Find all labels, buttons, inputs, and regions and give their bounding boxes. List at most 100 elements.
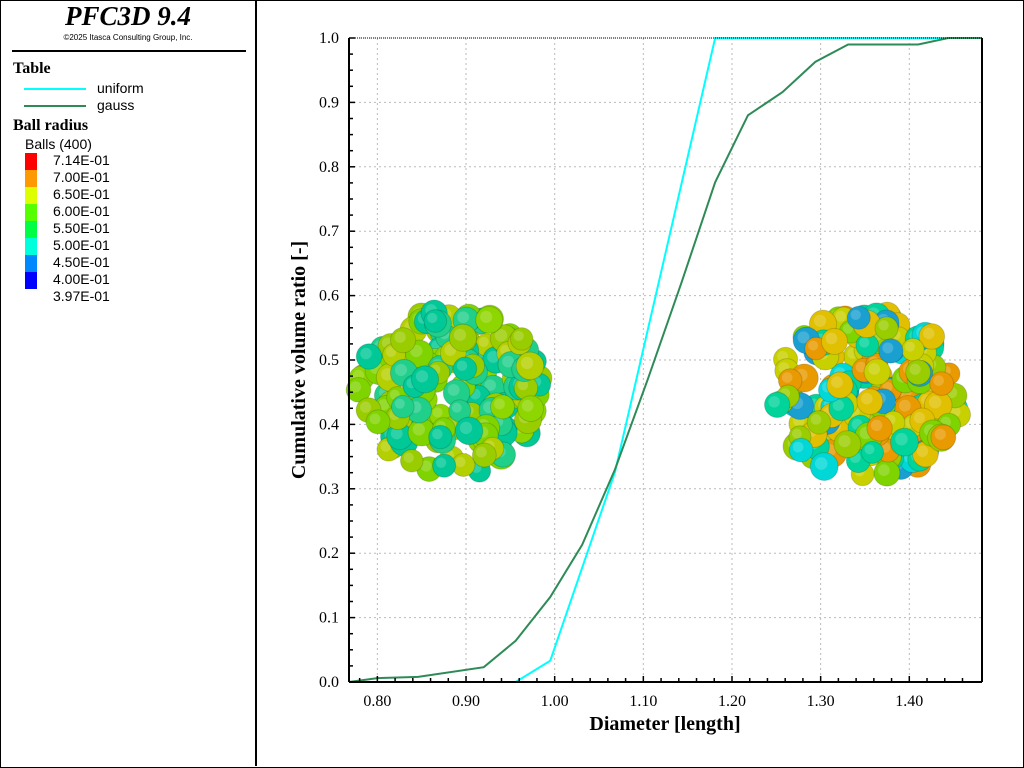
ball-highlight (877, 464, 890, 476)
ball (820, 327, 849, 356)
ball-highlight (895, 432, 908, 446)
colorbar-swatch (25, 221, 37, 238)
ball-highlight (521, 399, 534, 412)
ball-highlight (898, 399, 911, 412)
ball (806, 410, 832, 435)
ball-highlight (412, 423, 426, 436)
ball-highlight (861, 392, 873, 405)
ball-highlight (933, 375, 945, 386)
colorbar-label: 4.50E-01 (53, 254, 110, 270)
y-tick-label: 0.2 (319, 545, 339, 562)
ball-highlight (814, 457, 828, 470)
colorbar-label: 4.00E-01 (53, 271, 110, 287)
ball-highlight (456, 360, 468, 372)
ball (763, 391, 791, 418)
series-line-gauss (348, 37, 982, 683)
ball-highlight (459, 421, 473, 435)
colorbar-swatch (25, 204, 37, 221)
ball-highlight (378, 399, 390, 411)
ball (918, 323, 946, 350)
ball-highlight (394, 398, 405, 409)
ball-highlight (494, 329, 508, 342)
y-tick-label: 0.7 (319, 223, 339, 240)
legend-swatch-uniform (24, 88, 86, 90)
ball (905, 359, 932, 386)
ball-highlight (838, 435, 851, 448)
y-tick-label: 0.0 (319, 674, 339, 691)
ball-highlight (487, 350, 500, 363)
ball-highlight (403, 452, 414, 463)
copyright: ©2025 Itasca Consulting Group, Inc. (63, 33, 193, 42)
colorbar-label: 6.50E-01 (53, 186, 110, 202)
ball (929, 371, 955, 397)
y-tick-label: 0.3 (319, 481, 339, 498)
colorbar-label: 7.14E-01 (53, 152, 110, 168)
legend-label-uniform: uniform (97, 80, 144, 96)
ball-highlight (432, 407, 443, 418)
ball (788, 437, 814, 463)
x-tick-label: 1.00 (541, 693, 569, 710)
ball-highlight (380, 441, 391, 452)
ball-highlight (792, 441, 804, 453)
ball-highlight (420, 460, 432, 472)
ball-highlight (864, 444, 875, 455)
x-tick-label: 1.10 (629, 693, 657, 710)
ball (399, 448, 424, 473)
ball-highlight (390, 427, 403, 440)
ball-highlight (859, 337, 870, 348)
ball-highlight (360, 347, 372, 360)
ball (448, 323, 478, 352)
ball-highlight (791, 428, 802, 439)
ball-highlight (913, 411, 925, 424)
ball-highlight (909, 363, 921, 375)
ball-highlight (394, 363, 408, 377)
ball-highlight (453, 328, 467, 341)
ball-highlight (480, 310, 493, 323)
ball-highlight (513, 330, 524, 341)
ball-highlight (781, 372, 793, 383)
colorbar-label: 5.50E-01 (53, 220, 110, 236)
ball-highlight (410, 344, 423, 358)
legend-label-gauss: gauss (97, 97, 135, 113)
colorbar-label: 3.97E-01 (53, 288, 110, 304)
ball (856, 388, 884, 416)
ball-highlight (435, 457, 447, 468)
ball-highlight (385, 346, 397, 357)
ball-highlight (832, 399, 844, 411)
ball-highlight (432, 428, 443, 440)
y-tick-label: 1.0 (319, 30, 339, 47)
ball (826, 371, 854, 399)
ball (515, 351, 545, 381)
app-title: PFC3D 9.4 (64, 1, 191, 31)
ball-highlight (455, 456, 466, 468)
colorbar-swatch (25, 255, 37, 272)
colorbar-label: 7.00E-01 (53, 169, 110, 185)
ball-highlight (349, 381, 362, 393)
x-axis-label: Diameter [length] (589, 713, 740, 735)
ball (846, 305, 871, 330)
ball (878, 338, 904, 364)
y-tick-label: 0.6 (319, 288, 339, 305)
colorbar-swatch (25, 153, 37, 170)
ball (930, 424, 957, 451)
ball-highlight (427, 312, 438, 324)
ball (866, 415, 893, 442)
ball-highlight (494, 398, 505, 410)
ball-highlight (870, 419, 883, 432)
ball (509, 327, 534, 351)
ball-cluster-uniform (345, 299, 553, 483)
ball-highlight (502, 355, 515, 368)
ball-highlight (475, 446, 487, 458)
ball-highlight (923, 327, 935, 340)
ball (471, 442, 497, 468)
ball (390, 327, 417, 354)
ball-highlight (835, 310, 847, 322)
ball-highlight (797, 331, 810, 344)
legend-panel: PFC3D 9.4 ©2025 Itasca Consulting Group,… (1, 1, 257, 766)
ball-highlight (928, 395, 942, 409)
ball-highlight (359, 401, 372, 413)
ball-highlight (520, 356, 534, 370)
balls-count-label: Balls (400) (25, 136, 92, 152)
y-tick-label: 0.5 (319, 352, 339, 369)
ball-highlight (916, 445, 929, 458)
